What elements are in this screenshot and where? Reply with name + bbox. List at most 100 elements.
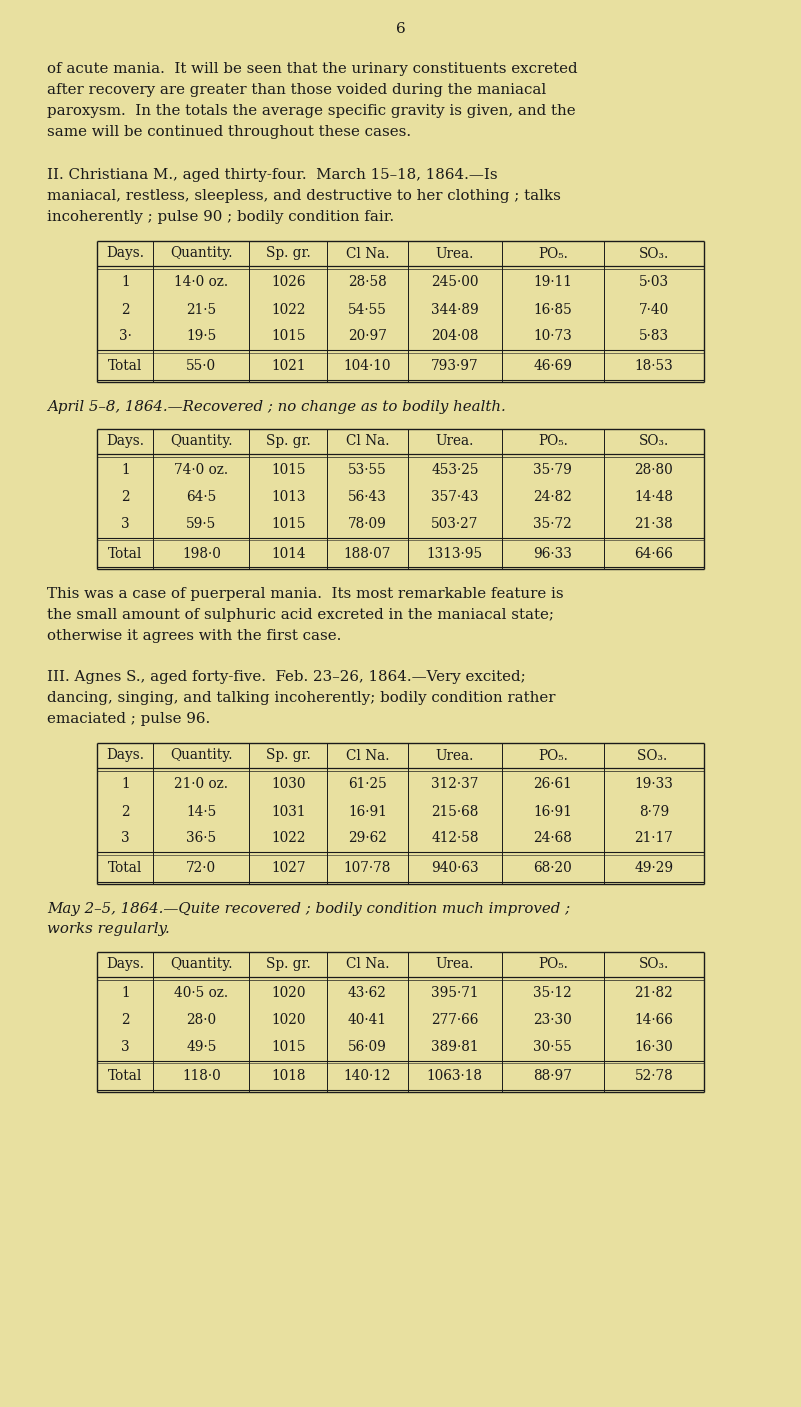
- Text: 21·17: 21·17: [634, 832, 674, 846]
- Text: 55·0: 55·0: [187, 359, 216, 373]
- Text: 1027: 1027: [271, 861, 305, 875]
- Text: 3: 3: [121, 832, 130, 846]
- Text: 16·91: 16·91: [533, 805, 572, 819]
- Text: 23·30: 23·30: [533, 1013, 572, 1027]
- Text: dancing, singing, and talking incoherently; bodily condition rather: dancing, singing, and talking incoherent…: [47, 691, 556, 705]
- Text: incoherently ; pulse 90 ; bodily condition fair.: incoherently ; pulse 90 ; bodily conditi…: [47, 210, 394, 224]
- Text: 940·63: 940·63: [431, 861, 479, 875]
- Text: 21·82: 21·82: [634, 986, 674, 1000]
- Text: Sp. gr.: Sp. gr.: [266, 749, 311, 763]
- Text: 3: 3: [121, 516, 130, 530]
- Text: 64·66: 64·66: [634, 546, 674, 560]
- Text: 1015: 1015: [271, 516, 305, 530]
- Text: II. Christiana M., aged thirty-four.  March 15–18, 1864.—Is: II. Christiana M., aged thirty-four. Mar…: [47, 167, 497, 182]
- Text: Cl Na.: Cl Na.: [346, 246, 389, 260]
- Text: 5·03: 5·03: [639, 276, 669, 290]
- Text: 395·71: 395·71: [431, 986, 478, 1000]
- Text: 7·40: 7·40: [639, 303, 669, 317]
- Text: SO₃.: SO₃.: [637, 749, 671, 763]
- Text: 3: 3: [121, 1040, 130, 1054]
- Text: PO₅.: PO₅.: [538, 957, 568, 971]
- Text: Days.: Days.: [107, 433, 144, 447]
- Text: 1022: 1022: [271, 832, 305, 846]
- Text: 35·72: 35·72: [533, 516, 572, 530]
- Text: 503·27: 503·27: [431, 516, 478, 530]
- Text: 198·0: 198·0: [182, 546, 221, 560]
- Text: PO₅.: PO₅.: [538, 749, 568, 763]
- Text: 1014: 1014: [271, 546, 305, 560]
- Text: 30·55: 30·55: [533, 1040, 572, 1054]
- Text: 389·81: 389·81: [431, 1040, 478, 1054]
- Text: Cl Na.: Cl Na.: [346, 749, 389, 763]
- Text: 64·5: 64·5: [187, 490, 216, 504]
- Text: 35·12: 35·12: [533, 986, 572, 1000]
- Text: 59·5: 59·5: [187, 516, 216, 530]
- Text: SO₃.: SO₃.: [639, 433, 669, 447]
- Text: Cl Na.: Cl Na.: [346, 433, 389, 447]
- Text: Sp. gr.: Sp. gr.: [266, 433, 311, 447]
- Text: same will be continued throughout these cases.: same will be continued throughout these …: [47, 125, 411, 139]
- Text: 18·53: 18·53: [634, 359, 674, 373]
- Text: 16·30: 16·30: [634, 1040, 674, 1054]
- Text: Sp. gr.: Sp. gr.: [266, 246, 311, 260]
- Text: 20·97: 20·97: [348, 329, 387, 343]
- Text: 28·0: 28·0: [187, 1013, 216, 1027]
- Text: 16·85: 16·85: [533, 303, 572, 317]
- Text: Days.: Days.: [107, 246, 144, 260]
- Text: 40·5 oz.: 40·5 oz.: [175, 986, 228, 1000]
- Text: 204·08: 204·08: [431, 329, 478, 343]
- Text: 21·0 oz.: 21·0 oz.: [175, 778, 228, 792]
- Text: 14·48: 14·48: [634, 490, 674, 504]
- Text: works regularly.: works regularly.: [47, 923, 170, 937]
- Text: after recovery are greater than those voided during the maniacal: after recovery are greater than those vo…: [47, 83, 546, 97]
- Text: This was a case of puerperal mania.  Its most remarkable feature is: This was a case of puerperal mania. Its …: [47, 587, 564, 601]
- Text: Cl Na.: Cl Na.: [346, 957, 389, 971]
- Text: 56·09: 56·09: [348, 1040, 387, 1054]
- Text: 453·25: 453·25: [431, 463, 478, 477]
- Text: SO₃.: SO₃.: [639, 957, 669, 971]
- Text: 312·37: 312·37: [431, 778, 478, 792]
- Text: 8·79: 8·79: [639, 805, 669, 819]
- Text: PO₅.: PO₅.: [538, 246, 568, 260]
- Text: 1022: 1022: [271, 303, 305, 317]
- Text: 277·66: 277·66: [431, 1013, 478, 1027]
- Text: 14·5: 14·5: [187, 805, 216, 819]
- Text: 1018: 1018: [271, 1069, 305, 1083]
- Text: Urea.: Urea.: [436, 246, 474, 260]
- Text: otherwise it agrees with the first case.: otherwise it agrees with the first case.: [47, 629, 341, 643]
- Text: 24·82: 24·82: [533, 490, 572, 504]
- Text: 107·78: 107·78: [344, 861, 391, 875]
- Text: 21·38: 21·38: [634, 516, 674, 530]
- Text: 1: 1: [121, 276, 130, 290]
- Text: 29·62: 29·62: [348, 832, 387, 846]
- Text: 215·68: 215·68: [431, 805, 478, 819]
- Text: 2: 2: [121, 490, 130, 504]
- Text: SO₃.: SO₃.: [639, 246, 669, 260]
- Text: 5·83: 5·83: [639, 329, 669, 343]
- Text: 1015: 1015: [271, 463, 305, 477]
- Text: 6: 6: [396, 23, 405, 37]
- Text: 2: 2: [121, 805, 130, 819]
- Text: 24·68: 24·68: [533, 832, 572, 846]
- Text: 14·66: 14·66: [634, 1013, 674, 1027]
- Text: April 5–8, 1864.—Recovered ; no change as to bodily health.: April 5–8, 1864.—Recovered ; no change a…: [47, 400, 505, 414]
- Text: 1013: 1013: [271, 490, 305, 504]
- Text: 96·33: 96·33: [533, 546, 572, 560]
- Text: 28·58: 28·58: [348, 276, 387, 290]
- Text: 16·91: 16·91: [348, 805, 387, 819]
- Text: Days.: Days.: [107, 749, 144, 763]
- Text: 2: 2: [121, 1013, 130, 1027]
- Text: 46·69: 46·69: [533, 359, 573, 373]
- Text: 1313·95: 1313·95: [427, 546, 483, 560]
- Text: paroxysm.  In the totals the average specific gravity is given, and the: paroxysm. In the totals the average spec…: [47, 104, 576, 118]
- Text: Quantity.: Quantity.: [170, 246, 232, 260]
- Text: 68·20: 68·20: [533, 861, 572, 875]
- Text: 188·07: 188·07: [344, 546, 391, 560]
- Text: 1030: 1030: [271, 778, 305, 792]
- Text: 1015: 1015: [271, 1040, 305, 1054]
- Text: Quantity.: Quantity.: [170, 749, 232, 763]
- Text: 1: 1: [121, 778, 130, 792]
- Text: the small amount of sulphuric acid excreted in the maniacal state;: the small amount of sulphuric acid excre…: [47, 608, 554, 622]
- Text: 19·5: 19·5: [187, 329, 216, 343]
- Text: 54·55: 54·55: [348, 303, 387, 317]
